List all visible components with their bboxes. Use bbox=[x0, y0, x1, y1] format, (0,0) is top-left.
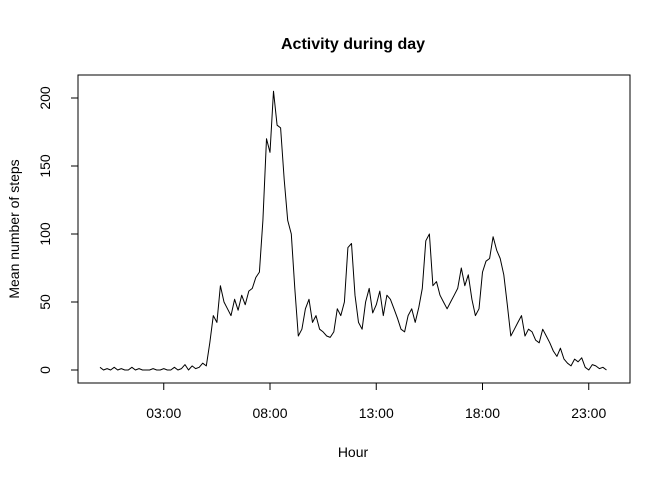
x-axis-label: Hour bbox=[338, 444, 369, 460]
y-axis-label: Mean number of steps bbox=[6, 159, 22, 298]
x-tick-label: 18:00 bbox=[465, 405, 500, 421]
x-tick-label: 13:00 bbox=[359, 405, 394, 421]
x-tick-label: 03:00 bbox=[146, 405, 181, 421]
x-tick-label: 08:00 bbox=[252, 405, 287, 421]
series-line bbox=[99, 90, 607, 371]
y-tick-label: 50 bbox=[37, 294, 53, 310]
x-tick-label: 23:00 bbox=[571, 405, 606, 421]
y-tick-label: 100 bbox=[37, 222, 53, 246]
chart-title: Activity during day bbox=[281, 36, 425, 53]
y-tick-label: 150 bbox=[37, 154, 53, 178]
y-tick-label: 0 bbox=[37, 366, 53, 374]
y-axis: 0 50 100 150 200 bbox=[37, 86, 79, 374]
y-tick-label: 200 bbox=[37, 86, 53, 110]
x-axis: 03:00 08:00 13:00 18:00 23:00 bbox=[146, 382, 606, 421]
